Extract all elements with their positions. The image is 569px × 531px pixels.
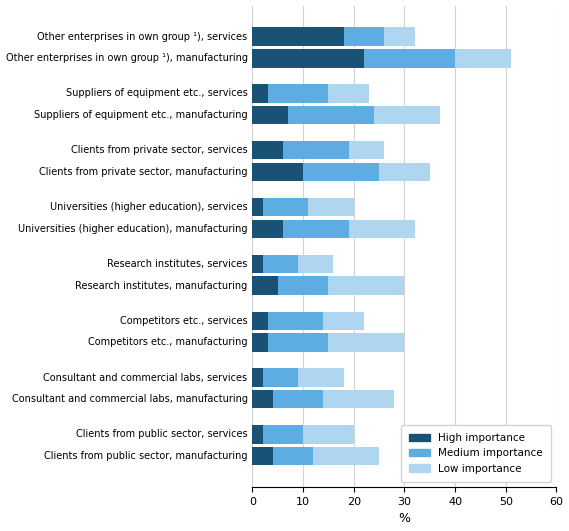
Bar xyxy=(253,198,262,216)
Bar xyxy=(253,106,288,124)
Bar xyxy=(273,447,313,465)
Bar xyxy=(253,49,364,67)
Bar xyxy=(455,49,511,67)
Bar xyxy=(313,447,379,465)
Bar xyxy=(344,28,384,46)
Bar xyxy=(323,390,394,408)
Bar xyxy=(253,390,273,408)
Bar xyxy=(253,28,344,46)
Bar xyxy=(298,369,344,387)
Bar xyxy=(288,106,374,124)
Bar xyxy=(253,141,283,159)
Bar xyxy=(253,447,273,465)
Bar xyxy=(262,369,298,387)
Bar xyxy=(253,425,262,443)
Legend: High importance, Medium importance, Low importance: High importance, Medium importance, Low … xyxy=(401,425,551,482)
Bar xyxy=(262,198,308,216)
Bar xyxy=(253,333,267,352)
Bar xyxy=(308,198,354,216)
Bar xyxy=(267,312,323,330)
Bar xyxy=(328,333,405,352)
Bar xyxy=(328,84,369,102)
Bar xyxy=(273,390,323,408)
Bar xyxy=(267,333,328,352)
Bar xyxy=(303,425,354,443)
X-axis label: %: % xyxy=(398,512,410,526)
Bar xyxy=(364,49,455,67)
Bar xyxy=(323,312,364,330)
Bar xyxy=(262,425,303,443)
Bar xyxy=(278,277,328,295)
Bar xyxy=(253,163,303,181)
Bar xyxy=(298,255,333,273)
Bar xyxy=(253,277,278,295)
Bar xyxy=(303,163,379,181)
Bar xyxy=(349,141,384,159)
Bar xyxy=(253,84,267,102)
Bar xyxy=(349,220,415,238)
Bar xyxy=(374,106,440,124)
Bar xyxy=(328,277,405,295)
Bar xyxy=(253,255,262,273)
Bar xyxy=(262,255,298,273)
Bar xyxy=(283,141,349,159)
Bar xyxy=(253,220,283,238)
Bar xyxy=(283,220,349,238)
Bar xyxy=(253,312,267,330)
Bar xyxy=(379,163,430,181)
Bar xyxy=(384,28,415,46)
Bar xyxy=(253,369,262,387)
Bar xyxy=(267,84,328,102)
